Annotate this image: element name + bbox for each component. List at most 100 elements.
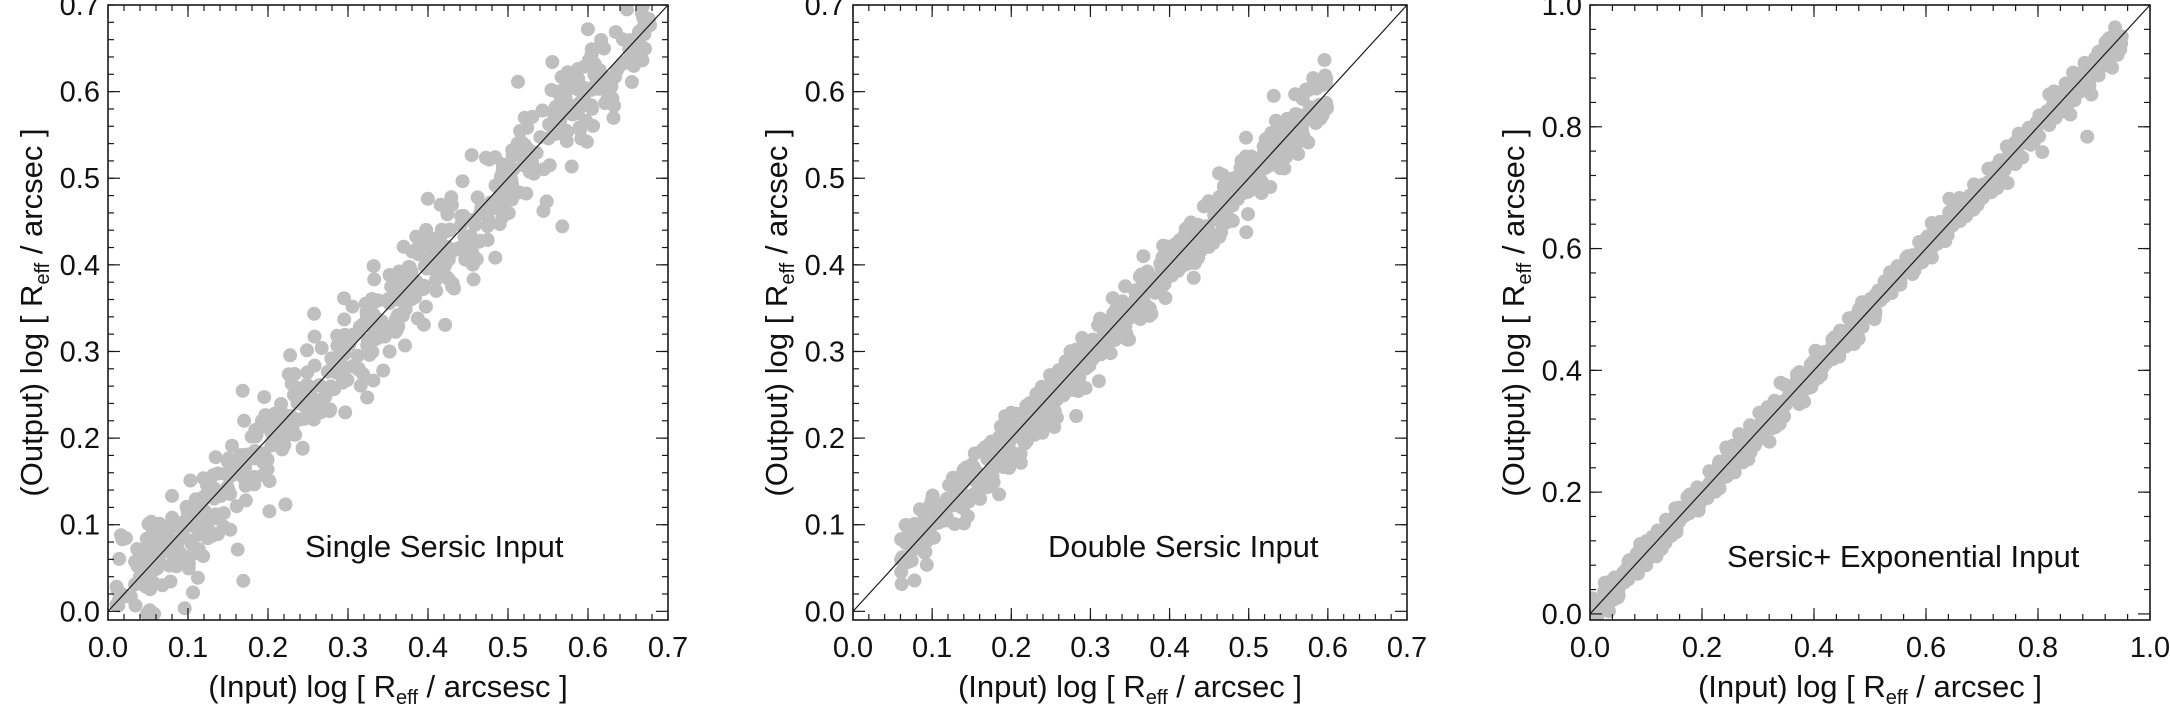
data-point <box>1743 444 1758 459</box>
data-point <box>165 488 179 503</box>
data-point <box>2037 110 2052 125</box>
data-point <box>1188 237 1203 252</box>
data-point <box>350 348 365 363</box>
x-tick-label: 0.0 <box>833 632 873 664</box>
data-point <box>454 218 468 233</box>
data-point <box>645 0 659 4</box>
data-point <box>597 41 611 56</box>
data-point <box>200 509 215 524</box>
data-point <box>236 573 251 588</box>
data-point <box>225 438 239 453</box>
data-point <box>635 53 650 68</box>
data-point <box>1182 218 1197 233</box>
data-point <box>1231 169 1246 184</box>
data-point <box>1312 97 1327 112</box>
data-point <box>206 468 221 483</box>
scatter-panel-3: 0.0 0.2 0.4 0.6 0.8 1.0 0.0 0.2 0.4 0.6 0.8 1.0 (Inp… <box>1496 0 2170 709</box>
data-point <box>1976 181 1991 196</box>
data-point <box>898 536 913 551</box>
data-point <box>1185 249 1200 264</box>
x-tick-label: 0.4 <box>1149 632 1189 664</box>
data-point <box>352 319 367 334</box>
x-tick-label: 0.6 <box>568 632 608 664</box>
data-point <box>894 577 909 591</box>
data-point <box>1841 311 1856 326</box>
data-point <box>536 203 551 218</box>
data-point <box>1239 225 1254 240</box>
data-point <box>1105 291 1120 306</box>
data-point <box>1241 207 1255 222</box>
data-point <box>1669 522 1684 536</box>
axis-ticks <box>852 4 1408 620</box>
y-tick-label: 0.2 <box>805 423 845 455</box>
data-point <box>216 519 231 534</box>
data-point <box>429 283 444 298</box>
data-point <box>1306 110 1321 124</box>
data-point <box>577 59 592 74</box>
data-point <box>572 83 587 98</box>
data-point <box>488 178 503 193</box>
data-point <box>237 413 252 428</box>
data-point <box>1311 76 1326 91</box>
y-tick-label: 0.1 <box>805 510 845 542</box>
data-point <box>1711 463 1726 478</box>
data-point <box>478 150 493 165</box>
data-point <box>307 306 322 321</box>
data-point <box>1268 113 1283 128</box>
data-point <box>228 463 243 478</box>
x-tick-label: 0.7 <box>1387 632 1427 664</box>
data-point <box>466 272 481 287</box>
data-point <box>480 211 495 226</box>
data-point <box>358 296 373 311</box>
data-point <box>260 462 275 477</box>
data-point <box>445 276 460 291</box>
y-tick-label: 0.8 <box>1542 112 1582 144</box>
data-point <box>1254 174 1269 189</box>
data-point <box>142 603 157 618</box>
data-point <box>166 554 181 569</box>
data-point <box>151 551 166 566</box>
data-point <box>1900 249 1915 264</box>
y-tick-label: 0.2 <box>60 423 100 455</box>
data-point <box>488 250 503 265</box>
data-point <box>606 110 621 125</box>
data-point <box>390 321 405 336</box>
panel-annotation: Double Sersic Input <box>1048 529 1319 564</box>
y-tick-label: 0.3 <box>60 336 100 368</box>
data-point <box>337 327 352 342</box>
data-point <box>262 504 277 519</box>
reference-line <box>108 5 668 612</box>
x-tick-label: 0.2 <box>248 632 288 664</box>
data-point <box>2105 60 2120 75</box>
data-point <box>927 530 941 545</box>
data-point <box>2054 88 2069 103</box>
data-point <box>1727 465 1742 480</box>
data-point <box>542 158 557 173</box>
data-point <box>353 378 368 393</box>
x-tick-label: 1.0 <box>2130 632 2170 664</box>
data-point <box>1915 239 1930 254</box>
data-point <box>177 601 192 616</box>
x-tick-label: 0.6 <box>1906 632 1946 664</box>
scatter-panel-2: 0.0 0.1 0.2 0.3 0.4 0.5 0.6 0.7 0.0 0.1 0.2 0.3 0.4 0… <box>759 0 1427 709</box>
data-point <box>1169 236 1184 251</box>
data-point <box>519 186 534 201</box>
data-point <box>184 536 199 551</box>
data-point <box>2012 138 2027 153</box>
data-point <box>1169 262 1184 277</box>
data-points <box>109 0 659 620</box>
data-point <box>2000 176 2015 190</box>
data-point <box>554 70 569 84</box>
data-point <box>966 460 981 474</box>
data-point <box>525 109 540 124</box>
data-point <box>620 5 634 17</box>
data-point <box>2035 145 2050 160</box>
data-point <box>336 372 351 387</box>
data-point <box>1075 330 1090 345</box>
x-tick-label: 0.5 <box>1229 632 1269 664</box>
data-point <box>337 291 351 306</box>
data-point <box>208 450 223 465</box>
data-point <box>952 482 967 497</box>
